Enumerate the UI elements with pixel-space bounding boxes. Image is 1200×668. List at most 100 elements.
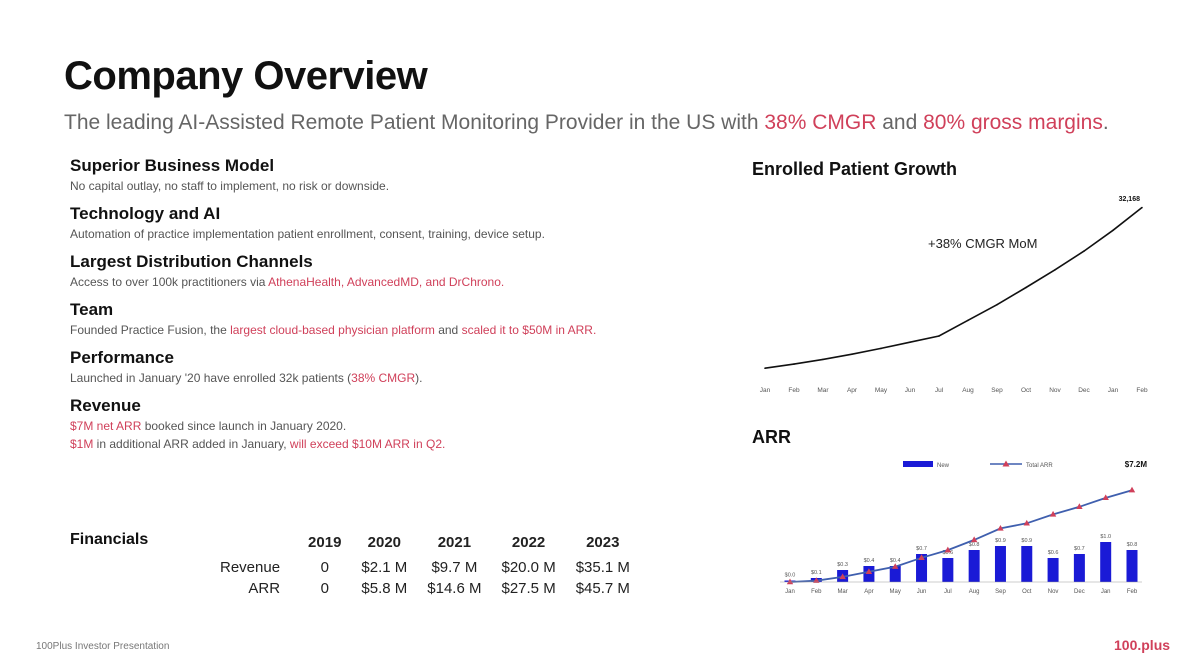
growth-data-point: [880, 347, 882, 350]
arr-x-tick-label: Nov: [1048, 589, 1059, 595]
subtitle-margins: 80% gross margins: [923, 111, 1103, 134]
arr-x-tick-label: Jun: [917, 589, 927, 595]
arr-bar: [942, 558, 954, 582]
growth-x-tick-label: Aug: [962, 387, 974, 394]
arr-total-marker: [1102, 494, 1109, 501]
arr-bar-label: $0.7: [1074, 546, 1085, 552]
arr-bar-label: $1.0: [1100, 534, 1111, 540]
growth-x-tick-label: Feb: [1136, 387, 1148, 394]
subtitle-text: The leading AI-Assisted Remote Patient M…: [64, 111, 765, 134]
growth-data-point: [1054, 269, 1056, 271]
section-team: Team Founded Practice Fusion, the largest…: [70, 299, 770, 338]
table-cell: $14.6 M: [427, 580, 482, 597]
subtitle-text: .: [1102, 111, 1109, 134]
description-text: Access to over 100k practitioners via: [70, 275, 269, 289]
growth-data-point: [1025, 286, 1027, 289]
description-text: Launched in January '20 have enrolled 32…: [70, 371, 352, 385]
growth-x-tick-label: Apr: [847, 387, 858, 394]
overview-sections: Superior Business Model No capital outlay…: [70, 155, 770, 461]
financials-label: Financials: [70, 531, 149, 548]
arr-x-tick-label: May: [890, 589, 901, 595]
arr-x-tick-label: Jul: [944, 589, 952, 595]
arr-bar-label: $0.4: [890, 558, 901, 564]
growth-data-point: [967, 319, 969, 322]
table-cell: $20.0 M: [501, 559, 556, 576]
growth-data-point: [851, 353, 853, 355]
table-cell: $35.1 M: [575, 559, 630, 576]
growth-data-point: [1083, 250, 1085, 252]
arr-x-tick-label: Sep: [995, 589, 1006, 595]
growth-x-tick-label: Dec: [1078, 387, 1090, 394]
growth-data-point: [909, 341, 911, 344]
arr-x-tick-label: Mar: [837, 589, 847, 595]
highlight-text: AthenaHealth, AdvancedMD, and DrChrono.: [268, 275, 505, 289]
arr-bar-label: $0.6: [1048, 550, 1059, 556]
description-text: No capital outlay, no staff to implement…: [70, 179, 390, 193]
patient-growth-title: Enrolled Patient Growth: [752, 159, 958, 179]
growth-annotation: +38% CMGR MoM: [928, 236, 1037, 251]
highlight-text: will exceed $10M ARR in Q2.: [289, 437, 446, 451]
growth-x-tick-label: Jun: [905, 387, 916, 394]
arr-bar-label: $0.8: [969, 542, 980, 548]
year-header: 2019: [308, 534, 342, 551]
arr-bar: [1047, 558, 1059, 582]
arr-x-tick-label: Dec: [1074, 589, 1085, 595]
year-header: 2022: [511, 534, 546, 551]
arr-total-marker: [1023, 519, 1030, 526]
arr-total-marker: [997, 524, 1004, 531]
growth-x-tick-label: Feb: [788, 387, 800, 394]
growth-data-point: [793, 363, 795, 365]
year-header: 2021: [437, 534, 472, 551]
highlight-text: $7M net ARR: [70, 419, 142, 433]
arr-total-marker: [1128, 486, 1136, 493]
arr-bar-label: $0.7: [916, 546, 927, 552]
growth-data-point: [822, 358, 824, 361]
arr-bar-label: $0.9: [995, 538, 1006, 544]
arr-bar: [1021, 546, 1033, 582]
arr-bar-label: $0.3: [837, 562, 848, 568]
section-heading: Largest Distribution Channels: [70, 252, 313, 271]
arr-total-marker: [1076, 503, 1083, 509]
section-performance: Performance Launched in January '20 have …: [70, 347, 770, 386]
arr-x-tick-label: Feb: [811, 589, 822, 595]
arr-total-marker: [865, 568, 873, 574]
subtitle-text: and: [876, 111, 924, 134]
growth-x-tick-label: Jan: [1108, 387, 1119, 394]
growth-x-tick-label: May: [875, 387, 888, 394]
section-description: $1M in additional ARR added in January, …: [70, 436, 770, 452]
arr-bar-label: $0.6: [942, 550, 953, 556]
arr-chart: New Total ARR $7.2M $0.0 $0.1 $0.3 $0.4 $0.4 $0.…: [780, 460, 1148, 595]
description-text: Founded Practice Fusion, the: [70, 323, 231, 337]
legend-total-marker: [1002, 460, 1010, 467]
section-description: Launched in January '20 have enrolled 32…: [70, 370, 770, 386]
arr-x-tick-label: Apr: [864, 589, 873, 595]
section-heading: Technology and AI: [70, 204, 221, 223]
subtitle-cmgr: 38% CMGR: [764, 111, 877, 134]
highlight-text: scaled it to $50M in ARR.: [461, 323, 597, 337]
description-text: Automation of practice implementation pa…: [70, 227, 545, 241]
growth-end-label: 32,168: [1119, 196, 1141, 203]
arr-total-marker: [1049, 510, 1057, 517]
arr-total-line: [789, 489, 1133, 583]
description-text: and: [434, 323, 462, 337]
section-revenue: Revenue $7M net ARR booked since launch i…: [70, 395, 770, 452]
growth-x-tick-label: Sep: [991, 387, 1003, 394]
financials-table: 2019 2020 2021 2022 2023 Revenue 0 $2.1 M $9.7 …: [210, 534, 640, 599]
section-description: Automation of practice implementation pa…: [70, 226, 770, 242]
arr-total-marker: [786, 578, 794, 585]
growth-x-tick-label: Nov: [1049, 387, 1061, 394]
legend-new-label: New: [937, 463, 950, 469]
arr-bar: [994, 546, 1006, 582]
table-cell: $9.7 M: [431, 559, 478, 576]
arr-x-tick-label: Feb: [1127, 589, 1138, 595]
arr-bar: [968, 550, 980, 582]
section-heading: Performance: [70, 348, 174, 367]
section-heading: Team: [70, 300, 114, 319]
arr-end-label: $7.2M: [1125, 460, 1148, 469]
page-title: Company Overview: [64, 54, 428, 98]
growth-data-point: [764, 367, 766, 370]
legend-total-label: Total ARR: [1026, 463, 1053, 469]
arr-total-marker: [813, 577, 820, 583]
section-description: No capital outlay, no staff to implement…: [70, 178, 770, 194]
arr-bar: [1073, 554, 1085, 582]
